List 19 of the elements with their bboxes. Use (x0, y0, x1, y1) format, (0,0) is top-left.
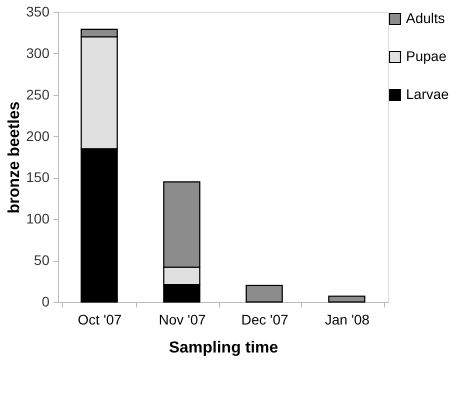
y-tick-label: 150 (26, 169, 50, 186)
bar (246, 284, 283, 303)
x-tick-label: Jan '08 (324, 312, 370, 328)
legend-label: Larvae (406, 86, 450, 102)
x-axis-title: Sampling time (168, 340, 278, 356)
legend-label: Pupae (406, 48, 447, 64)
y-tick-label: 300 (26, 44, 50, 61)
y-tick-label: 100 (26, 210, 50, 227)
y-tick-label: 0 (42, 294, 50, 310)
y-tick-label: 350 (26, 4, 50, 20)
y-tick-label: 50 (34, 252, 50, 268)
y-tick-label: 200 (26, 128, 50, 144)
x-tick-label: Dec '07 (241, 312, 288, 328)
bar (328, 296, 366, 303)
x-tick-label: Oct '07 (78, 312, 122, 328)
x-tick-label: Nov '07 (158, 312, 206, 328)
y-tick-label: 250 (26, 86, 50, 102)
y-axis-title: bronze beetles (6, 101, 24, 214)
legend-label: Adults (406, 10, 445, 26)
